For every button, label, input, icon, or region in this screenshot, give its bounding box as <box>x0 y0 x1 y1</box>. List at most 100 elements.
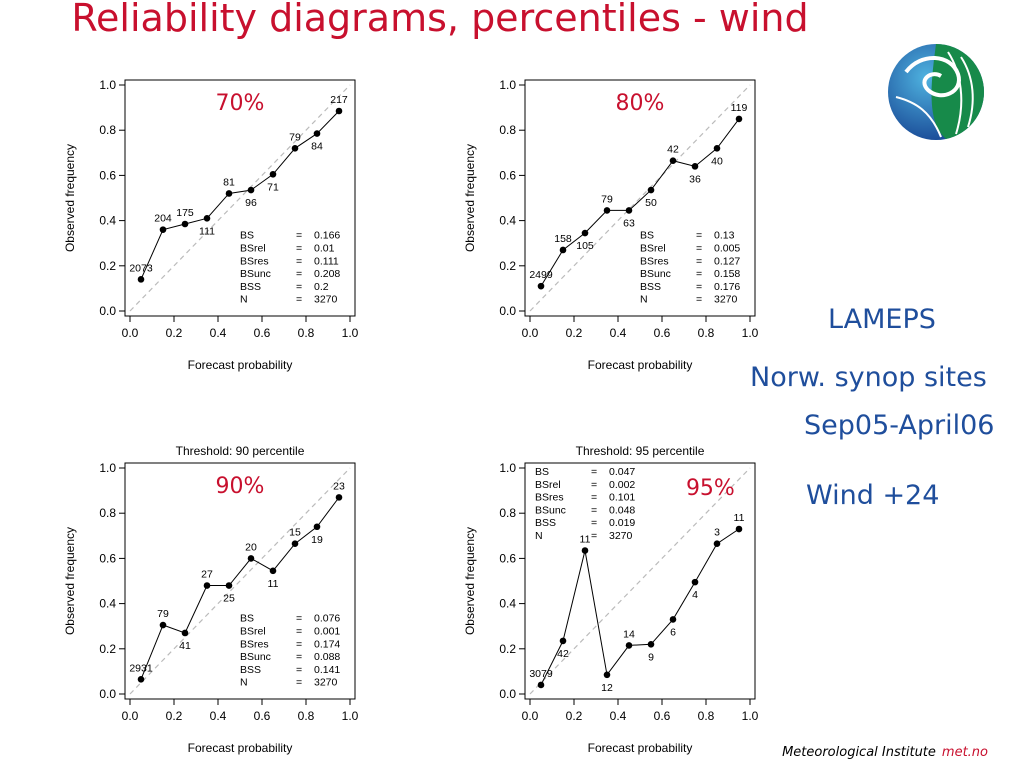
x-tick-label: 1.0 <box>742 326 759 340</box>
stat-equals: = <box>696 281 702 293</box>
point-count-label: 42 <box>667 144 679 156</box>
point-count-label: 2931 <box>129 662 153 674</box>
diagonal-reference-line <box>129 84 351 312</box>
point-count-label: 9 <box>648 651 654 663</box>
y-tick-label: 0.2 <box>99 642 116 656</box>
data-point <box>159 621 167 629</box>
stat-name: N <box>240 677 248 689</box>
y-axis-label: Observed frequency <box>463 144 477 252</box>
point-count-label: 158 <box>554 233 572 245</box>
data-point <box>137 676 145 683</box>
model-label: LAMEPS <box>828 304 936 335</box>
stat-name: BSunc <box>640 268 671 280</box>
percentile-label: 70% <box>216 91 265 116</box>
point-count-label: 15 <box>289 527 301 539</box>
stat-name: BSS <box>240 281 261 293</box>
stat-name: BSS <box>535 517 556 529</box>
reliability-curve <box>540 528 740 686</box>
footer: Meteorological Institute met.no <box>782 745 988 760</box>
stat-name: BSres <box>240 255 269 267</box>
point-count-label: 50 <box>645 197 657 209</box>
x-tick-label: 0.8 <box>298 326 315 340</box>
y-tick-label: 1.0 <box>99 78 116 92</box>
plot-frame <box>524 462 756 700</box>
stat-name: BSS <box>640 281 661 293</box>
point-count-label: 96 <box>245 197 257 209</box>
data-point <box>625 207 633 214</box>
data-point <box>581 229 589 237</box>
stat-equals: = <box>296 625 302 637</box>
data-point <box>713 144 721 152</box>
stat-value: 0.13 <box>714 230 735 242</box>
stat-name: BSrel <box>535 479 561 491</box>
footer-institute: Meteorological Institute <box>782 745 936 760</box>
stat-value: 0.076 <box>314 613 340 625</box>
y-axis-label: Observed frequency <box>63 144 77 252</box>
data-point <box>559 637 567 645</box>
point-count-label: 36 <box>689 173 701 185</box>
point-count-label: 119 <box>731 102 748 114</box>
reliability-curve <box>140 110 340 280</box>
diagonal-reference-line <box>529 84 751 312</box>
point-count-label: 217 <box>330 94 348 106</box>
stat-name: BSunc <box>240 651 271 663</box>
stat-value: 0.047 <box>609 466 635 478</box>
percentile-label: 80% <box>616 91 665 116</box>
y-tick-label: 0.2 <box>99 259 116 273</box>
reliability-curve <box>540 118 740 287</box>
reliability-chart-90: 0.0 0.0 0.2 0.2 0.4 0.4 0.6 0.6 0.8 0.8 1.0 1.0 Fore… <box>60 444 360 758</box>
stat-name: BSres <box>240 638 269 650</box>
stat-value: 0.01 <box>314 242 335 254</box>
stat-value: 0.127 <box>714 255 740 267</box>
x-tick-label: 0.2 <box>166 709 183 723</box>
data-point <box>581 547 589 554</box>
stat-value: 0.111 <box>314 255 339 267</box>
stat-name: BSS <box>240 664 261 676</box>
plot-frame <box>124 79 356 317</box>
x-tick-label: 0.0 <box>522 709 539 723</box>
percentile-label: 90% <box>216 474 265 499</box>
data-point <box>225 582 233 589</box>
stat-equals: = <box>296 268 302 280</box>
data-point <box>537 681 545 689</box>
stat-value: 3270 <box>314 677 338 689</box>
x-tick-label: 1.0 <box>342 326 359 340</box>
period-label: Sep05-April06 <box>804 410 995 441</box>
chart-svg-70: 0.0 0.0 0.2 0.2 0.4 0.4 0.6 0.6 0.8 0.8 1.0 1.0 Fore… <box>63 78 359 372</box>
data-point <box>735 115 743 123</box>
diagonal-reference-line <box>529 467 751 695</box>
x-tick-label: 0.4 <box>210 709 227 723</box>
plot-frame <box>524 79 756 317</box>
y-tick-label: 0.6 <box>499 551 516 565</box>
reliability-chart-80: 0.0 0.0 0.2 0.2 0.4 0.4 0.6 0.6 0.8 0.8 1.0 1.0 Fore… <box>460 75 760 375</box>
stat-name: BS <box>240 613 254 625</box>
point-count-label: 6 <box>670 626 676 638</box>
stat-equals: = <box>296 677 302 689</box>
data-point <box>669 616 677 623</box>
stat-equals: = <box>696 268 702 280</box>
data-point <box>313 523 321 531</box>
x-axis-label: Forecast probability <box>188 358 293 372</box>
data-point <box>335 494 343 501</box>
x-tick-label: 0.8 <box>298 709 315 723</box>
data-point <box>313 130 321 137</box>
y-axis-label: Observed frequency <box>463 527 477 635</box>
stat-value: 0.088 <box>314 651 340 663</box>
stat-name: N <box>640 294 648 306</box>
x-tick-label: 0.6 <box>654 709 671 723</box>
stat-name: BSrel <box>240 242 266 254</box>
stat-name: BSunc <box>240 268 271 280</box>
data-point <box>291 540 299 548</box>
stat-value: 0.141 <box>314 664 340 676</box>
point-count-label: 63 <box>623 217 635 229</box>
data-point <box>603 671 611 679</box>
point-count-label: 79 <box>157 608 169 620</box>
reliability-chart-95: 0.0 0.0 0.2 0.2 0.4 0.4 0.6 0.6 0.8 0.8 1.0 1.0 Fore… <box>460 444 760 758</box>
point-count-label: 40 <box>711 155 723 167</box>
x-tick-label: 1.0 <box>742 709 759 723</box>
stat-equals: = <box>696 242 702 254</box>
stat-value: 3270 <box>314 294 338 306</box>
y-tick-label: 0.6 <box>499 168 516 182</box>
stat-value: 0.174 <box>314 638 340 650</box>
y-axis-label: Observed frequency <box>63 527 77 635</box>
